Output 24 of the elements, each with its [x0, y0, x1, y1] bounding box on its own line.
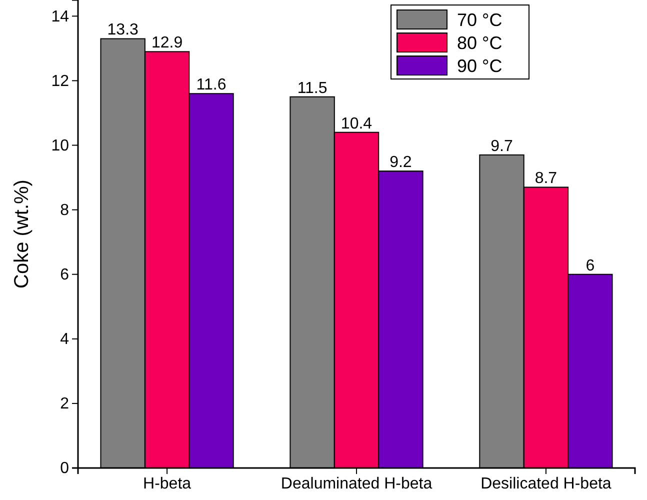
data-label: 12.9	[151, 34, 183, 52]
x-tick-label: Desilicated H-beta	[480, 475, 612, 492]
data-label: 8.7	[534, 170, 558, 188]
y-tick-label: 0	[60, 460, 70, 478]
data-label: 9.7	[490, 138, 513, 155]
y-tick-label: 4	[60, 331, 70, 348]
y-tick-label: 10	[51, 137, 70, 154]
y-tick-label: 12	[51, 72, 70, 90]
data-label: 10.4	[340, 115, 372, 132]
y-tick-label: 6	[60, 266, 70, 284]
data-label: 6	[586, 257, 595, 274]
y-tick-label: 8	[60, 202, 70, 219]
y-tick-label: 2	[60, 396, 70, 413]
legend-label: 90 °C	[457, 56, 502, 76]
data-label: 9.2	[390, 154, 412, 172]
y-tick-label: 14	[51, 8, 70, 26]
data-label: 13.3	[107, 22, 139, 39]
x-tick-label: H-beta	[143, 475, 192, 492]
x-tick-label: Dealuminated H-beta	[280, 475, 432, 492]
y-axis-title: Coke (wt.%)	[11, 180, 33, 288]
legend-label: 80 °C	[457, 33, 502, 53]
data-label: 11.5	[297, 80, 328, 97]
data-label: 11.6	[196, 76, 226, 94]
legend-label: 70 °C	[457, 10, 502, 30]
